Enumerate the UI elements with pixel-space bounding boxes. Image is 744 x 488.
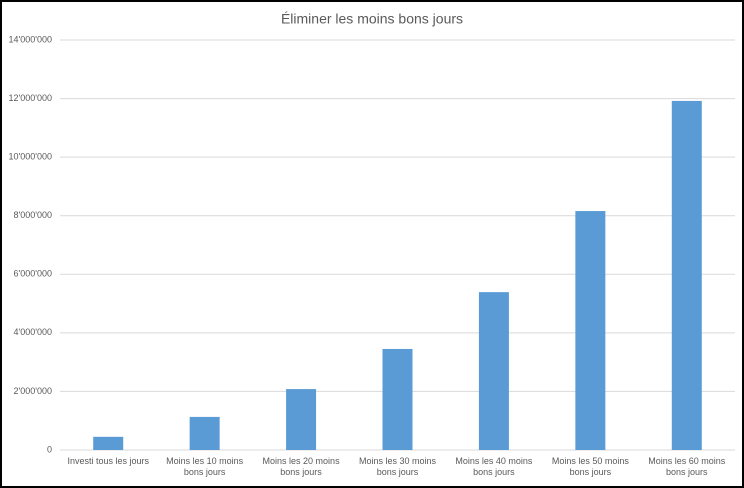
bar [189,416,220,450]
bar [93,436,124,450]
bar [575,211,606,450]
x-tick-label: Moins les 60 moins bons jours [648,456,726,477]
chart-title: Éliminer les moins bons jours [281,11,463,27]
x-tick-label: Moins les 30 moins bons jours [358,456,437,477]
bar [478,292,509,450]
bar [382,348,413,450]
y-tick-label: 14'000'000 [9,34,52,44]
y-tick-label: 2'000'000 [14,386,52,396]
x-tick-label: Moins les 40 moins bons jours [455,456,533,477]
y-tick-label: 4'000'000 [14,327,52,337]
y-tick-label: 12'000'000 [9,93,52,103]
x-tick-label: Moins les 20 moins bons jours [262,456,340,477]
y-tick-label: 10'000'000 [9,152,52,162]
x-tick-label: Investi tous les jours [67,456,149,466]
bar [286,389,317,450]
y-tick-label: 6'000'000 [14,269,52,279]
x-tick-label: Moins les 10 moins bons jours [166,456,244,477]
bar [671,100,702,451]
x-tick-label: Moins les 50 moins bons jours [551,456,629,477]
y-tick-label: 8'000'000 [14,210,52,220]
y-tick-label: 0 [47,444,52,454]
